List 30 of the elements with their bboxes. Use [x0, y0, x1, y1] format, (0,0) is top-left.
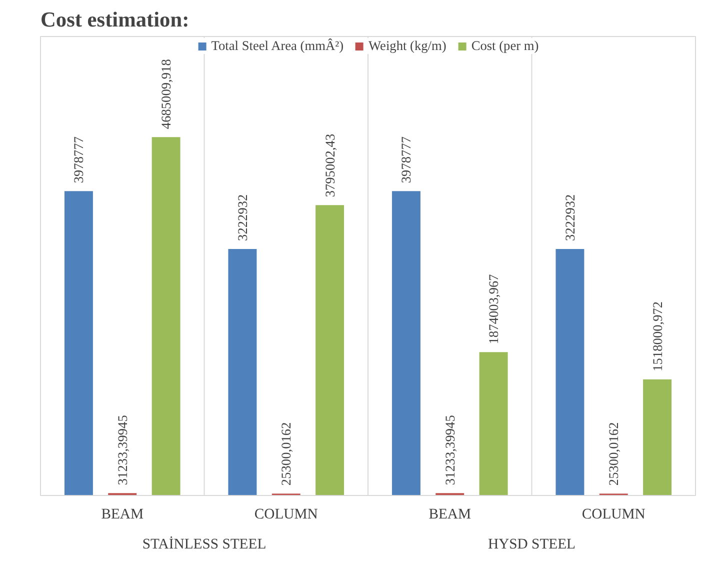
data-label: 1518000,972 — [650, 301, 665, 372]
legend-label: Weight (kg/m) — [368, 38, 446, 54]
chart-title: Cost estimation: — [40, 8, 190, 32]
legend-label: Total Steel Area (mmÂ²) — [211, 38, 344, 54]
data-label: 3978777 — [398, 136, 414, 184]
bar — [556, 248, 584, 496]
bar — [643, 379, 672, 496]
legend-label: Cost (per m) — [471, 38, 539, 54]
data-label: 3795002,43 — [322, 134, 338, 198]
bar — [228, 248, 257, 496]
data-label: 31233,39945 — [114, 414, 130, 486]
bar — [64, 191, 93, 496]
bar — [152, 137, 180, 496]
text: STAİNLESS STEEL — [142, 536, 266, 552]
data-label: 25300,0162 — [606, 422, 622, 486]
data-label: 3978777 — [71, 136, 86, 184]
bar — [479, 352, 508, 496]
bar — [316, 205, 344, 496]
data-label: 4685009,918 — [158, 58, 174, 130]
data-label: 25300,0162 — [278, 422, 294, 486]
data-label: 3222932 — [234, 194, 250, 241]
bar — [392, 191, 420, 496]
data-label: 1874003,967 — [486, 274, 502, 344]
x-tick-label: BEAM — [101, 506, 144, 522]
x-tick-label: COLUMN — [582, 506, 646, 522]
text: HYSD STEEL — [488, 536, 576, 552]
x-tick-label: BEAM — [428, 506, 472, 522]
x-tick-label: COLUMN — [254, 506, 318, 522]
data-label: 31233,39945 — [442, 414, 458, 486]
data-label: 3222932 — [562, 194, 578, 241]
